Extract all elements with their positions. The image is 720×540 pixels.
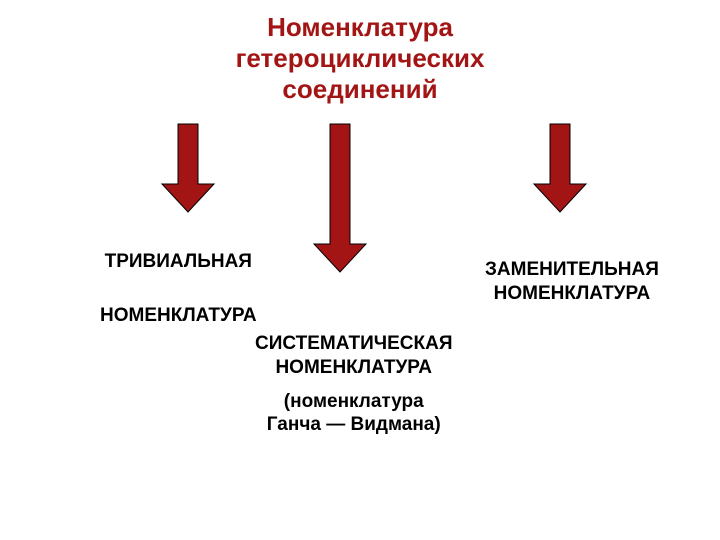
label-substitute-line2: НОМЕНКЛАТУРА <box>485 282 659 306</box>
arrow-right-icon <box>530 122 590 214</box>
title-line-3: соединений <box>236 74 485 105</box>
label-trivial-line1: ТРИВИАЛЬНАЯ <box>100 250 257 274</box>
arrow-left-icon <box>158 122 218 214</box>
label-trivial-line2: НОМЕНКЛАТУРА <box>100 304 257 328</box>
label-systematic: СИСТЕМАТИЧЕСКАЯ НОМЕНКЛАТУРА (номенклату… <box>255 332 453 437</box>
diagram-title: Номенклатура гетероциклических соединени… <box>236 12 485 106</box>
title-line-2: гетероциклических <box>236 43 485 74</box>
label-substitute-line1: ЗАМЕНИТЕЛЬНАЯ <box>485 258 659 282</box>
label-systematic-sub2: Ганча — Видмана) <box>255 413 453 437</box>
label-trivial: ТРИВИАЛЬНАЯ НОМЕНКЛАТУРА <box>100 250 257 328</box>
label-systematic-sub1: (номенклатура <box>255 390 453 414</box>
title-line-1: Номенклатура <box>236 12 485 43</box>
label-substitute: ЗАМЕНИТЕЛЬНАЯ НОМЕНКЛАТУРА <box>485 258 659 306</box>
label-systematic-line2: НОМЕНКЛАТУРА <box>255 356 453 380</box>
arrow-center-icon <box>310 122 370 274</box>
label-systematic-line1: СИСТЕМАТИЧЕСКАЯ <box>255 332 453 356</box>
